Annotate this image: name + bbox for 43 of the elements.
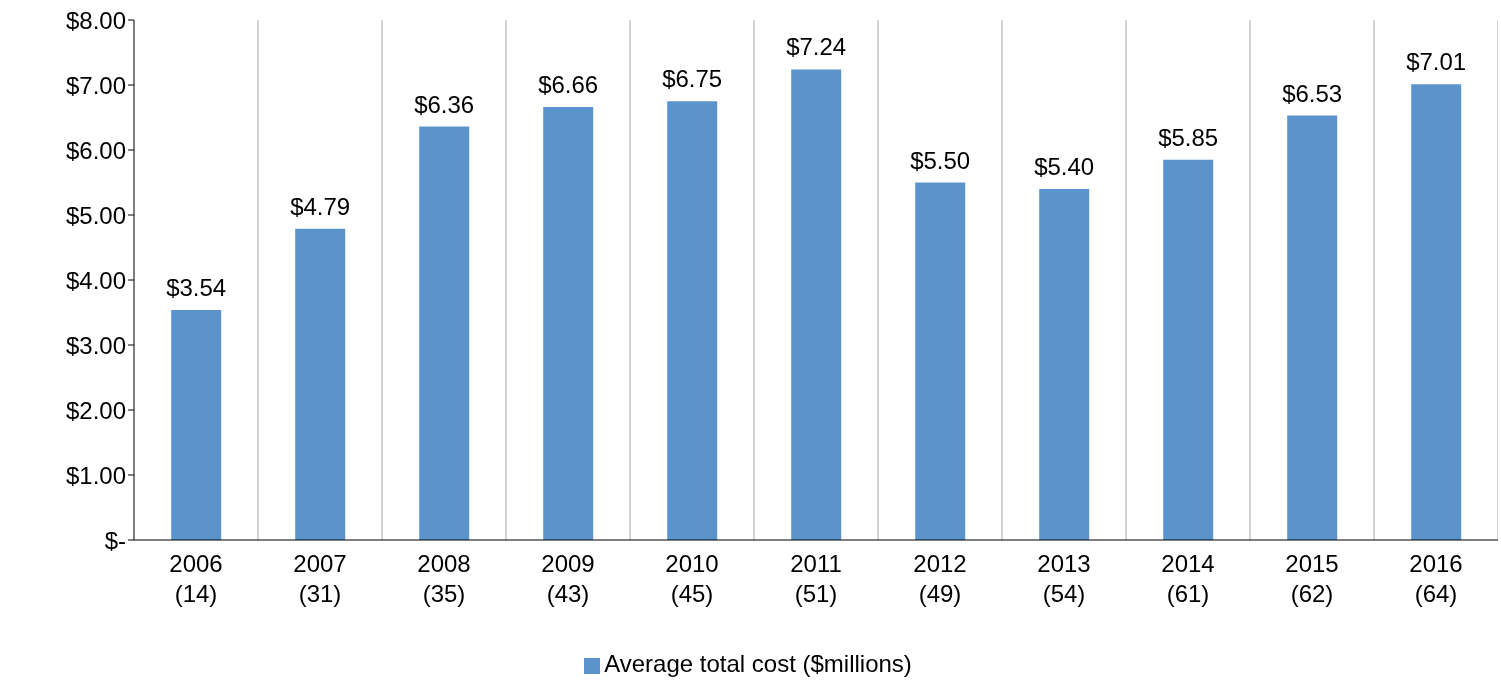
y-tick-label: $- (104, 526, 126, 554)
data-label: $4.79 (290, 192, 351, 220)
y-tick-label: $7.00 (65, 71, 126, 99)
legend-label: Average total cost ($millions) (604, 650, 912, 677)
x-tick-label: 2011 (51) (790, 550, 842, 607)
y-tick-label: $2.00 (65, 396, 126, 424)
y-tick-label: $3.00 (65, 331, 126, 359)
x-tick-label: 2014 (61) (1161, 550, 1215, 607)
x-tick-label: 2009 (43) (541, 550, 595, 607)
y-tick-label: $5.00 (65, 201, 126, 229)
data-label: $6.66 (538, 71, 599, 99)
bar (171, 309, 222, 540)
bar (1411, 84, 1462, 540)
bar (667, 101, 718, 540)
x-tick-label: 2012 (49) (913, 550, 967, 607)
x-tick-label: 2007 (31) (293, 550, 347, 607)
bar (915, 182, 966, 540)
x-tick-label: 2008 (35) (417, 550, 471, 607)
bar (543, 107, 594, 540)
x-tick-label: 2010 (45) (665, 550, 719, 607)
bar (1287, 115, 1338, 540)
bar (1039, 189, 1090, 540)
x-tick-label: 2006 (14) (169, 550, 223, 607)
data-label: $7.24 (786, 33, 847, 61)
data-label: $6.53 (1282, 79, 1343, 107)
y-tick-label: $8.00 (65, 6, 126, 34)
bar (791, 69, 842, 540)
bar (419, 126, 470, 540)
bar (295, 228, 346, 540)
x-tick-label: 2016 (64) (1409, 550, 1463, 607)
y-tick-label: $1.00 (65, 461, 126, 489)
y-tick-label: $4.00 (65, 266, 126, 294)
bar (1163, 159, 1214, 540)
data-label: $5.85 (1158, 123, 1219, 151)
data-label: $5.50 (910, 146, 971, 174)
x-tick-label: 2015 (62) (1285, 550, 1339, 607)
data-label: $6.36 (414, 90, 475, 118)
data-label: $6.75 (662, 65, 723, 93)
data-label: $3.54 (166, 273, 227, 301)
y-tick-label: $6.00 (65, 136, 126, 164)
x-tick-label: 2013 (54) (1037, 550, 1091, 607)
data-label: $5.40 (1034, 153, 1095, 180)
data-label: $7.01 (1406, 48, 1467, 76)
